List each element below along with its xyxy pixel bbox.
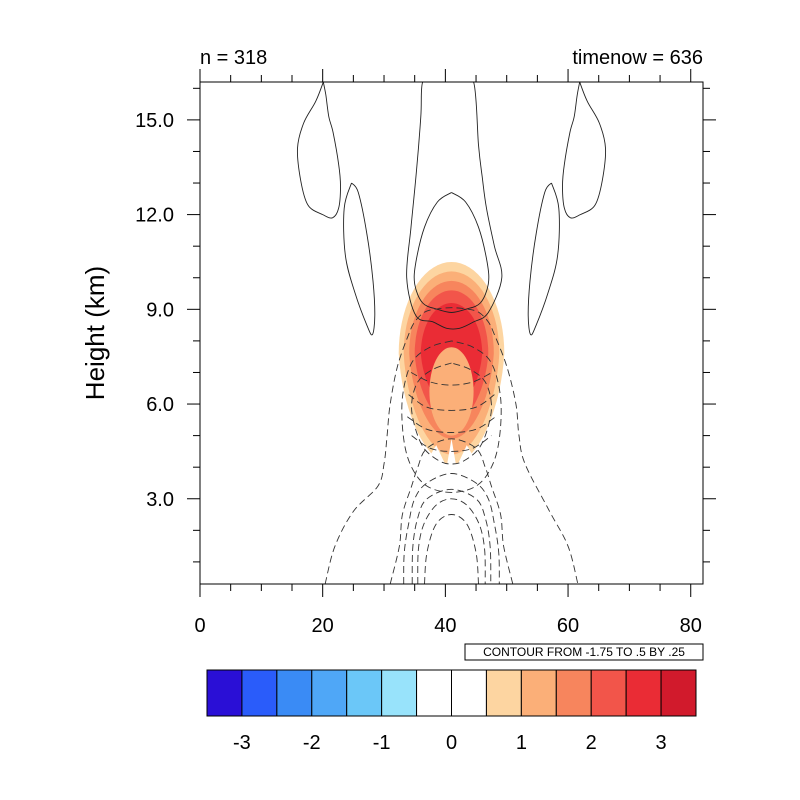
colorbar-tick-label: 2 — [586, 732, 597, 754]
colorbar-swatch — [241, 669, 278, 717]
contour-line-negative-11 — [410, 372, 493, 386]
contour-line-positive-0 — [413, 192, 490, 313]
contour-line-negative-4 — [403, 473, 500, 584]
x-tick-label: 0 — [194, 615, 205, 637]
contour-line-positive-5 — [527, 182, 560, 336]
colorbar-swatch — [346, 669, 383, 717]
title-right: timenow = 636 — [572, 47, 703, 69]
axis-ticks: 0 20 40 60 80 3.0 6.0 9.0 12.0 15.0 — [135, 69, 716, 637]
x-tick-label: 40 — [434, 615, 456, 637]
plot-frame — [199, 81, 704, 585]
contour-line-positive-4 — [343, 182, 376, 336]
colorbar-swatch — [381, 669, 418, 717]
x-tick-label: 60 — [557, 615, 579, 637]
colorbar-tick-label: 1 — [516, 732, 527, 754]
colorbar-swatch — [625, 669, 662, 717]
contour-line-negative-5 — [411, 488, 492, 584]
colorbar-swatch — [451, 669, 487, 717]
contour-line-negative-3 — [389, 438, 514, 584]
contour-line-negative-0 — [411, 362, 492, 465]
colorbar-swatch — [276, 669, 313, 717]
colorbar-tick-label: 0 — [446, 732, 457, 754]
y-tick-label: 9.0 — [146, 299, 174, 321]
contour-line-negative-1 — [401, 340, 502, 493]
title-left: n = 318 — [200, 47, 267, 69]
colorbar-swatch — [311, 669, 348, 717]
filled-notch — [417, 438, 486, 515]
contour-line-positive-3 — [562, 82, 607, 219]
y-tick-label: 6.0 — [146, 394, 174, 416]
contour-line-negative-9 — [407, 416, 496, 433]
contour-line-positive-1 — [406, 82, 503, 330]
x-tick-label: 20 — [312, 615, 334, 637]
colorbar-swatch — [485, 669, 522, 717]
colorbar-swatch — [206, 669, 243, 717]
y-tick-label: 3.0 — [146, 489, 174, 511]
filled-inner-minimum — [429, 347, 474, 436]
colorbar-swatch — [520, 669, 557, 717]
contour-info-box — [464, 643, 704, 661]
y-axis-label: Height (km) — [80, 266, 110, 400]
contour-line-negative-8 — [411, 435, 492, 452]
colorbar-tick-label: -1 — [373, 732, 391, 754]
colorbar-swatch — [416, 669, 453, 717]
contour-line-negative-6 — [417, 498, 486, 584]
contour-info-text: CONTOUR FROM -1.75 TO .5 BY .25 — [483, 645, 685, 659]
contour-line-negative-10 — [408, 394, 495, 411]
y-tick-label: 15.0 — [135, 110, 174, 132]
colorbar-tick-label: 3 — [656, 732, 667, 754]
colorbar-tick-label: -2 — [303, 732, 321, 754]
contour-line-negative-2 — [324, 307, 579, 584]
colorbar-swatch — [660, 669, 697, 717]
contour-lines — [296, 82, 607, 584]
filled-contours — [398, 262, 505, 515]
y-tick-label: 12.0 — [135, 205, 174, 227]
colorbar-swatch — [590, 669, 627, 717]
colorbar-tick-label: -3 — [233, 732, 251, 754]
colorbar: -3 -2 -1 0 1 2 3 — [206, 669, 697, 754]
colorbar-swatch — [555, 669, 592, 717]
x-tick-label: 80 — [680, 615, 702, 637]
contour-line-positive-2 — [296, 82, 341, 219]
contour-line-negative-7 — [424, 514, 479, 584]
